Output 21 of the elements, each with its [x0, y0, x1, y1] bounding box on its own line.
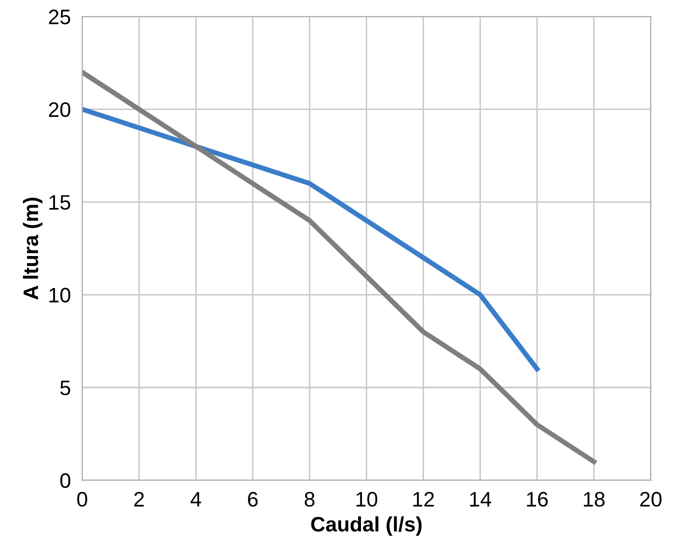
- y-axis-title: A ltura (m): [22, 198, 42, 300]
- x-tick-label: 10: [356, 492, 378, 507]
- y-tick-label: 20: [48, 102, 70, 118]
- line-series: [82, 70, 596, 464]
- y-tick-label: 25: [48, 10, 70, 24]
- y-tick-label: 10: [50, 288, 70, 303]
- x-axis-title: Caudal (l/s): [311, 516, 422, 536]
- line-series: [82, 106, 540, 372]
- x-tick-label: 14: [470, 492, 492, 506]
- y-tick-label: 15: [50, 195, 70, 210]
- y-tick-label: 5: [60, 380, 70, 396]
- x-tick-label: 6: [248, 492, 258, 507]
- x-tick-label: 18: [584, 492, 605, 507]
- x-tick-label: 4: [190, 492, 202, 506]
- x-tick-label: 20: [640, 492, 662, 507]
- y-tick-label: 0: [60, 473, 70, 488]
- x-tick-label: 8: [304, 492, 315, 507]
- x-tick-label: 16: [527, 492, 548, 507]
- x-tick-label: 2: [134, 492, 144, 506]
- x-tick-label: 12: [413, 492, 434, 506]
- x-tick-label: 0: [77, 492, 88, 507]
